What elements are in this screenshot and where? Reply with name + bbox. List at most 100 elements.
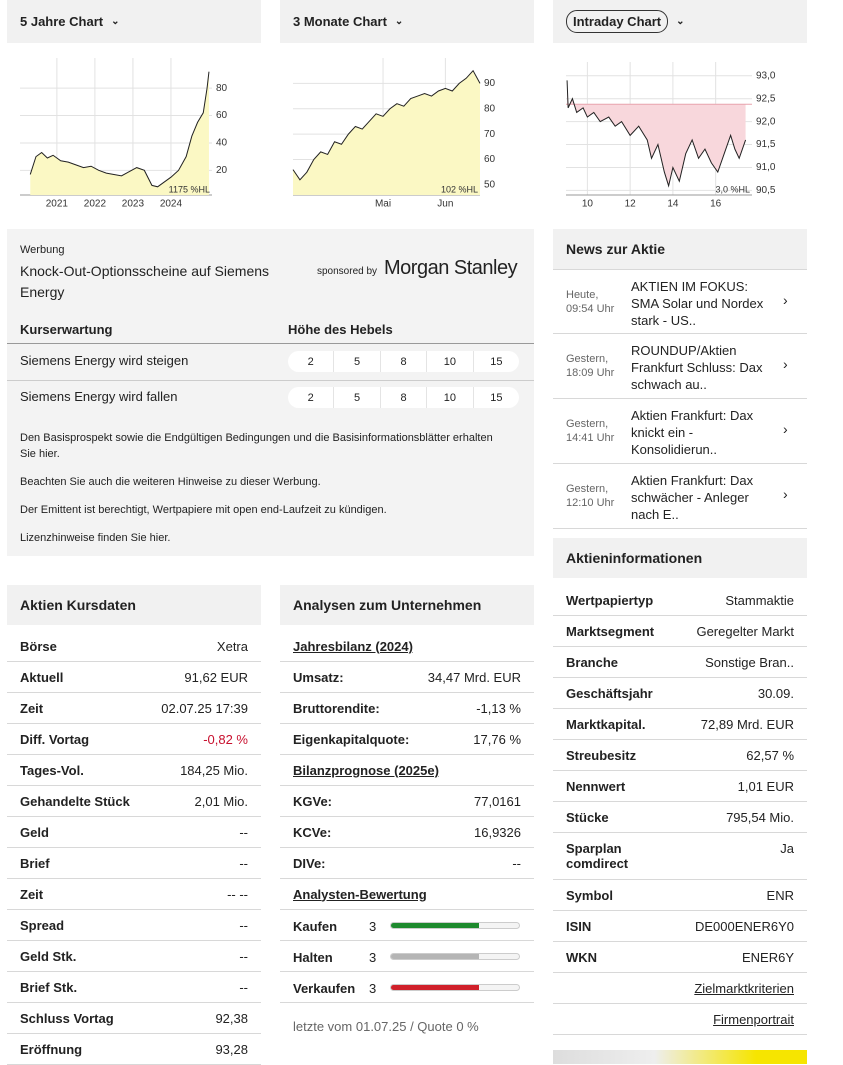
lever-button[interactable]: 5 bbox=[333, 387, 379, 408]
rating-count: 3 bbox=[369, 919, 377, 934]
row-value: 184,25 Mio. bbox=[180, 762, 248, 778]
lever-button[interactable]: 15 bbox=[472, 387, 519, 408]
news-headline: ROUNDUP/Aktien Frankfurt Schluss: Dax sc… bbox=[631, 343, 763, 392]
y-tick-label: 91,0 bbox=[756, 162, 776, 173]
news-date: Gestern, bbox=[566, 353, 609, 365]
row-label: Marktkapital. bbox=[566, 716, 646, 732]
lever-button[interactable]: 5 bbox=[333, 351, 379, 372]
y-tick-label: 50 bbox=[484, 179, 496, 190]
chevron: › bbox=[783, 421, 788, 437]
table-row: Brief Stk. -- bbox=[7, 972, 261, 1003]
lever-button[interactable]: 15 bbox=[472, 351, 519, 372]
chevron: ⌄ bbox=[676, 16, 685, 27]
table-row: Wertpapiertyp Stammaktie bbox=[553, 585, 807, 616]
section-header: News zur Aktie bbox=[553, 229, 807, 269]
row-label: KCVe: bbox=[293, 824, 332, 840]
table-row: DIVe: -- bbox=[280, 848, 534, 879]
analysen-footer: letzte vom 01.07.25 / Quote 0 % bbox=[293, 1019, 479, 1034]
y-tick-label: 80 bbox=[216, 83, 228, 94]
row-value: DE000ENER6Y0 bbox=[695, 918, 794, 934]
news-item[interactable]: Gestern, 18:09 Uhr ROUNDUP/Aktien Frankfur… bbox=[553, 334, 807, 399]
lever-button[interactable]: 8 bbox=[379, 351, 426, 372]
row-value: -- bbox=[239, 948, 248, 964]
table-row: Diff. Vortag -0,82 % bbox=[7, 724, 261, 755]
table-row: Gehandelte Stück 2,01 Mio. bbox=[7, 786, 261, 817]
lever-button[interactable]: 2 bbox=[307, 355, 314, 368]
y-tick-label: 80 bbox=[484, 103, 496, 114]
section-header: Aktieninformationen bbox=[553, 538, 807, 578]
row-value: 17,76 % bbox=[473, 731, 521, 747]
table-row: KGVe: 77,0161 bbox=[280, 786, 534, 817]
area bbox=[293, 70, 480, 195]
expectation: Siemens Energy wird steigen bbox=[20, 353, 189, 368]
news-item[interactable]: Gestern, 14:41 Uhr Aktien Frankfurt: Dax k… bbox=[553, 399, 807, 464]
row-label: Börse bbox=[20, 638, 57, 654]
row-value: 72,89 Mrd. EUR bbox=[700, 716, 794, 732]
ad-label: Werbung bbox=[20, 244, 65, 256]
x-tick-label: 2021 bbox=[46, 199, 69, 210]
lever-group: 2 5 8 10 15 bbox=[288, 387, 519, 408]
x-tick-label: 14 bbox=[667, 199, 679, 210]
rating-row: Kaufen 3 bbox=[280, 910, 534, 941]
row-value: 2,01 Mio. bbox=[194, 793, 248, 809]
table-row: Marktkapital. 72,89 Mrd. EUR bbox=[553, 709, 807, 740]
row-label: KGVe: bbox=[293, 793, 333, 809]
y-tick-label: 93,0 bbox=[756, 70, 776, 81]
row-label: Zeit bbox=[20, 886, 44, 902]
news-date: Gestern, bbox=[566, 418, 609, 430]
chart-tab[interactable]: 5 Jahre Chart bbox=[20, 14, 104, 29]
row-value: 62,57 % bbox=[746, 747, 794, 763]
lever-button[interactable]: 10 bbox=[426, 351, 472, 372]
chart-tab[interactable]: 3 Monate Chart bbox=[293, 14, 387, 29]
x-tick-label: Mai bbox=[375, 199, 391, 210]
ad-note: Lizenzhinweise finden Sie hier. bbox=[20, 532, 171, 544]
link-row: Firmenportrait bbox=[553, 1004, 807, 1035]
price-line bbox=[566, 80, 747, 188]
table-row: Umsatz: 34,47 Mrd. EUR bbox=[280, 662, 534, 693]
chevron: ⌄ bbox=[394, 16, 404, 27]
row-label: Diff. Vortag bbox=[20, 731, 90, 747]
section-header: Analysen zum Unternehmen bbox=[280, 585, 534, 625]
link[interactable]: Zielmarktkriterien bbox=[694, 980, 794, 996]
lever-button[interactable]: 2 bbox=[307, 391, 314, 404]
row-value: -0,82 % bbox=[203, 731, 248, 747]
x-tick-label: 12 bbox=[625, 199, 637, 210]
lever-button[interactable]: 10 bbox=[426, 387, 472, 408]
table-row: Tages-Vol. 184,25 Mio. bbox=[7, 755, 261, 786]
ad-note: Den Basisprospekt sowie die Endgültigen … bbox=[20, 432, 493, 460]
y-tick-label: 60 bbox=[216, 110, 228, 121]
link[interactable]: Jahresbilanz (2024) bbox=[293, 638, 413, 654]
row-label: Marktsegment bbox=[566, 623, 655, 639]
news-item[interactable]: Gestern, 12:10 Uhr Aktien Frankfurt: Dax s… bbox=[553, 464, 807, 529]
table-row: Eigenkapitalquote: 17,76 % bbox=[280, 724, 534, 755]
table-row: Bruttorendite: -1,13 % bbox=[280, 693, 534, 724]
rating-bar bbox=[390, 922, 520, 929]
chart-tab[interactable]: Intraday Chart bbox=[566, 10, 669, 33]
x-tick-label: 2022 bbox=[84, 199, 107, 210]
section-link: Jahresbilanz (2024) bbox=[280, 631, 534, 662]
section-link: Bilanzprognose (2025e) bbox=[280, 755, 534, 786]
news-time: 12:10 Uhr bbox=[566, 497, 615, 509]
row-value: 34,47 Mrd. EUR bbox=[427, 669, 521, 685]
news-item[interactable]: Heute, 09:54 Uhr AKTIEN IM FOKUS: SMA Sola… bbox=[553, 269, 807, 334]
link[interactable]: Firmenportrait bbox=[713, 1011, 794, 1027]
lever-button[interactable]: 8 bbox=[379, 387, 426, 408]
charts: 20 40 60 80 2021 2022 2023 2024 1175 %HL 50 60 70 80… bbox=[20, 58, 776, 210]
table-row: Zeit 02.07.25 17:39 bbox=[7, 693, 261, 724]
x-tick-label: 2023 bbox=[122, 199, 145, 210]
row-label: Geld bbox=[20, 824, 49, 840]
table-row: KCVe: 16,9326 bbox=[280, 817, 534, 848]
price-line bbox=[29, 71, 210, 188]
row-value: -- -- bbox=[227, 886, 248, 902]
link[interactable]: Analysten-Bewertung bbox=[293, 886, 427, 902]
row-value: -1,13 % bbox=[476, 700, 521, 716]
table-row: Geld Stk. -- bbox=[7, 941, 261, 972]
news-time: 14:41 Uhr bbox=[566, 432, 615, 444]
table-row: Nennwert 1,01 EUR bbox=[553, 771, 807, 802]
row-label: Branche bbox=[566, 654, 619, 670]
news-headline: Aktien Frankfurt: Dax schwächer - Anlege… bbox=[631, 473, 754, 522]
link[interactable]: Bilanzprognose (2025e) bbox=[293, 762, 439, 778]
promo-image bbox=[553, 1050, 807, 1064]
row-value: 1,01 EUR bbox=[737, 778, 794, 794]
news-time: 18:09 Uhr bbox=[566, 367, 615, 379]
